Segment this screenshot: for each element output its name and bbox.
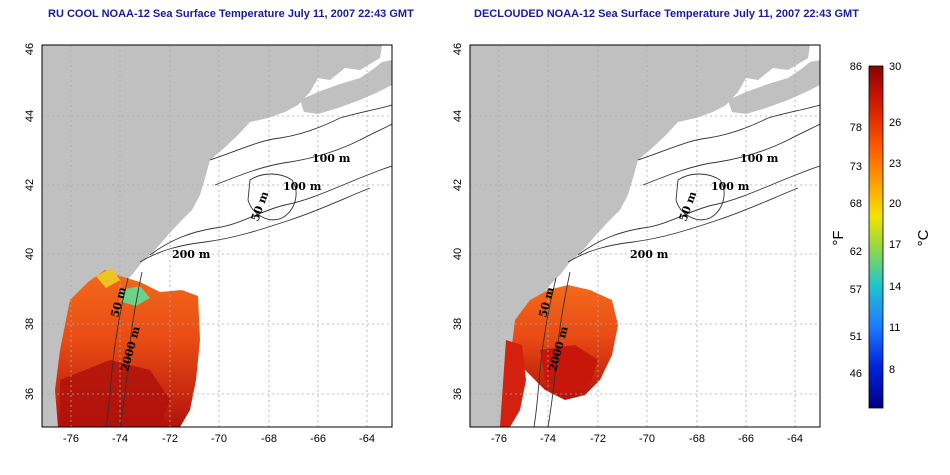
y-tick-label: 36 [24, 388, 36, 400]
contour-label: 50 m [249, 189, 272, 223]
contour-label: 100 m [283, 180, 322, 193]
right-y-axis: 36 38 40 42 44 46 [452, 43, 464, 400]
y-tick-label: 46 [452, 43, 464, 55]
x-tick-label: -72 [162, 433, 178, 445]
left-panel-title: RU COOL NOAA-12 Sea Surface Temperature … [48, 8, 414, 20]
left-y-axis: 36 38 40 42 44 46 [24, 43, 36, 400]
sst-yellow-patch [96, 268, 120, 288]
c-tick-label: 23 [889, 158, 901, 170]
fahrenheit-ticks: 86 78 73 68 62 57 51 46 [850, 61, 862, 380]
left-x-axis: -76 -74 -72 -70 -68 -66 -64 [63, 433, 375, 445]
bathymetry-contours [105, 104, 392, 427]
f-tick-label: 62 [850, 246, 862, 258]
grid-lines [42, 45, 392, 427]
x-tick-label: -70 [211, 433, 227, 445]
f-tick-label: 86 [850, 61, 862, 73]
c-tick-label: 14 [889, 281, 901, 293]
c-tick-label: 17 [889, 239, 901, 251]
contour-label: 200 m [630, 248, 669, 261]
c-tick-label: 20 [889, 198, 901, 210]
nova-scotia [300, 60, 392, 114]
x-tick-label: -66 [310, 433, 326, 445]
f-tick-label: 73 [850, 161, 862, 173]
sst-warm-core [60, 360, 170, 427]
celsius-ticks: 30 26 23 20 17 14 11 8 [889, 61, 901, 376]
fahrenheit-unit-label: °F [830, 230, 847, 245]
celsius-unit-label: °C [915, 229, 932, 246]
sst-fringe [500, 340, 526, 427]
contour-label: 100 m [312, 152, 351, 165]
x-tick-label: -74 [540, 433, 556, 445]
y-tick-label: 38 [452, 318, 464, 330]
left-map-panel: 100 m 100 m 50 m 200 m 50 m 2000 m -76 -… [24, 43, 393, 445]
y-tick-label: 46 [24, 43, 36, 55]
x-tick-label: -68 [261, 433, 277, 445]
c-tick-label: 11 [889, 322, 900, 334]
f-tick-label: 78 [850, 122, 862, 134]
x-tick-label: -64 [359, 433, 375, 445]
c-tick-label: 26 [889, 117, 901, 129]
bathymetry-contours [533, 104, 820, 427]
x-tick-label: -72 [590, 433, 606, 445]
land-mass [470, 45, 810, 427]
y-tick-label: 40 [24, 248, 36, 260]
contour-label: 100 m [740, 152, 779, 165]
x-tick-label: -64 [787, 433, 803, 445]
y-tick-label: 42 [24, 179, 36, 191]
grid-lines [470, 45, 820, 427]
sst-cool-patch [120, 286, 150, 306]
left-map-frame [41, 44, 393, 428]
land-mass [42, 45, 382, 427]
c-tick-label: 8 [889, 364, 895, 376]
f-tick-label: 51 [850, 331, 862, 343]
x-tick-label: -76 [491, 433, 507, 445]
f-tick-label: 68 [850, 198, 862, 210]
right-map-frame [469, 44, 821, 428]
f-tick-label: 57 [850, 284, 862, 296]
y-tick-label: 42 [452, 179, 464, 191]
x-tick-label: -66 [738, 433, 754, 445]
x-tick-label: -74 [112, 433, 128, 445]
f-tick-label: 46 [850, 368, 862, 380]
contour-label: 100 m [711, 180, 750, 193]
right-map-panel: 100 m 100 m 50 m 200 m 50 m 2000 m -76 -… [452, 43, 821, 445]
right-x-axis: -76 -74 -72 -70 -68 -66 -64 [491, 433, 803, 445]
c-tick-label: 30 [889, 61, 901, 73]
x-tick-label: -70 [639, 433, 655, 445]
x-tick-label: -76 [63, 433, 79, 445]
y-tick-label: 36 [452, 388, 464, 400]
nova-scotia [728, 60, 820, 114]
colorbar: 86 78 73 68 62 57 51 46 30 26 23 20 17 1… [830, 61, 932, 409]
y-tick-label: 40 [452, 248, 464, 260]
right-panel-title: DECLOUDED NOAA-12 Sea Surface Temperatur… [474, 8, 859, 20]
colorbar-gradient [868, 65, 884, 409]
x-tick-label: -68 [689, 433, 705, 445]
y-tick-label: 38 [24, 318, 36, 330]
y-tick-label: 44 [24, 110, 36, 122]
contour-label: 200 m [172, 248, 211, 261]
y-tick-label: 44 [452, 110, 464, 122]
contour-label: 50 m [677, 189, 700, 223]
